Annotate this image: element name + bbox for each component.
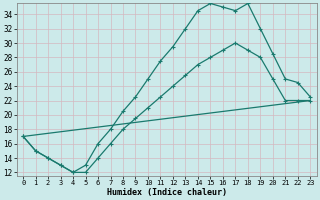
X-axis label: Humidex (Indice chaleur): Humidex (Indice chaleur) bbox=[107, 188, 227, 197]
